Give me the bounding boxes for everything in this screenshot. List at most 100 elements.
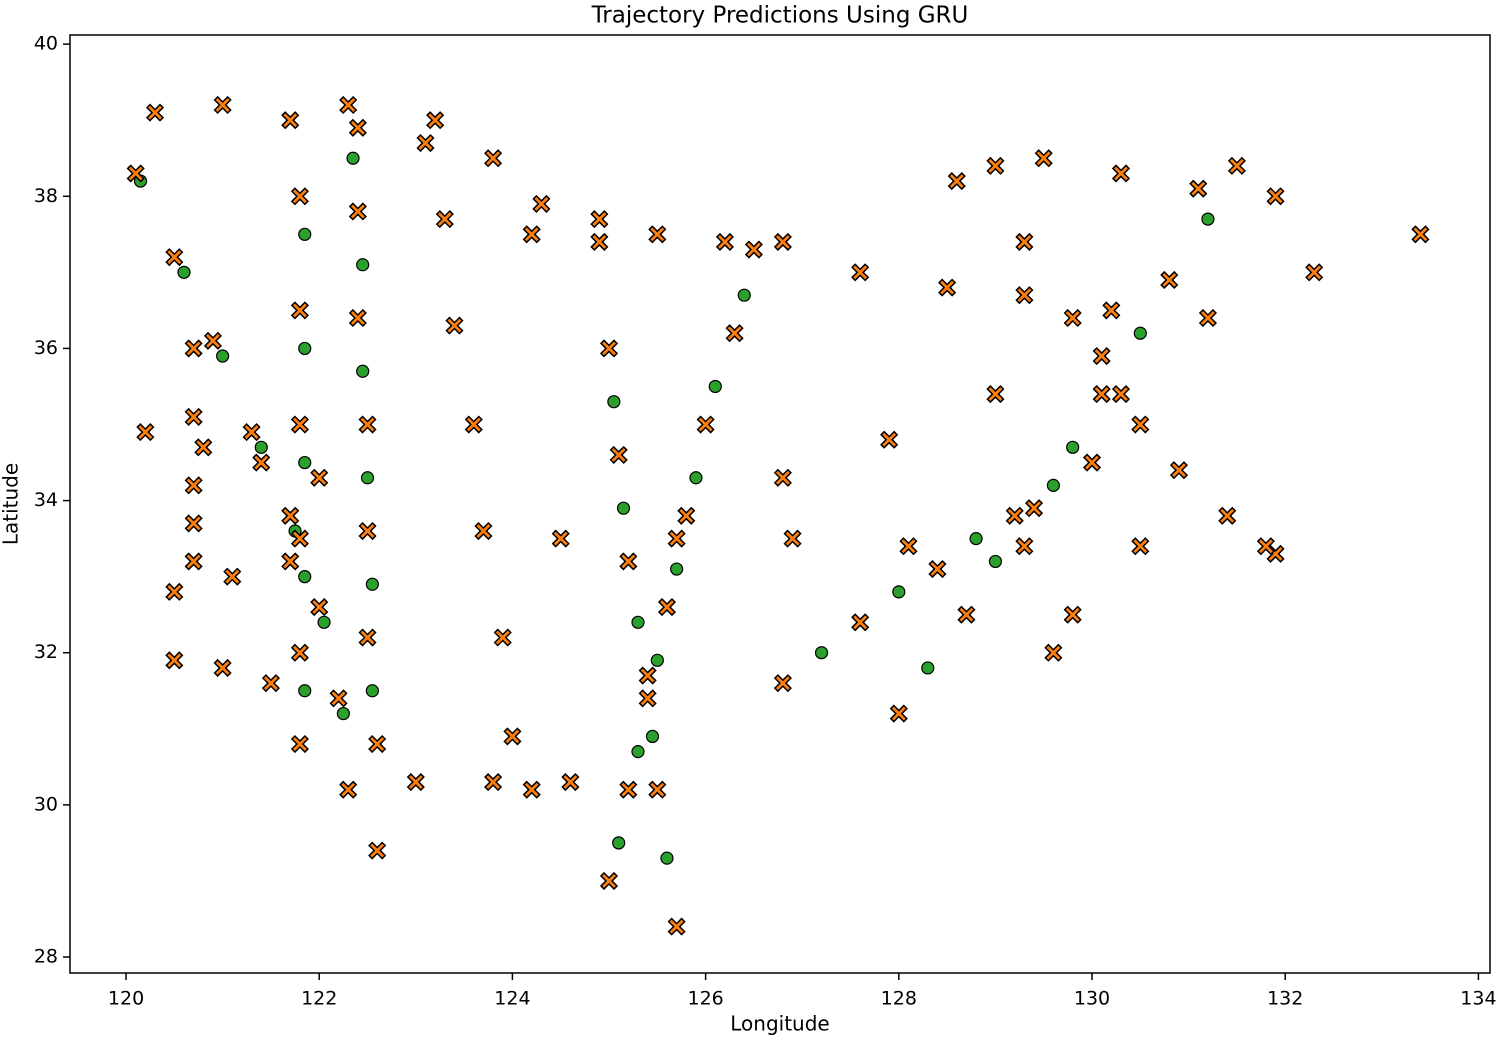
- actual-point: [631, 745, 645, 759]
- actual-point: [365, 577, 379, 591]
- actual-point: [988, 554, 1003, 569]
- predicted-point: [1063, 605, 1082, 624]
- predicted-point: [677, 506, 696, 525]
- predicted-point: [261, 674, 280, 693]
- predicted-point: [715, 232, 734, 251]
- predicted-point: [435, 210, 454, 229]
- actual-point: [645, 729, 660, 744]
- actual-point: [607, 395, 621, 409]
- actual-point: [298, 341, 312, 356]
- predicted-point: [522, 780, 541, 799]
- predicted-point: [1189, 179, 1208, 198]
- predicted-point: [1218, 506, 1237, 525]
- predicted-point: [1169, 461, 1189, 480]
- predicted-point: [773, 232, 792, 251]
- predicted-point: [1131, 537, 1150, 556]
- predicted-point: [851, 263, 870, 282]
- predicted-point: [1015, 537, 1034, 556]
- predicted-point: [590, 232, 609, 251]
- actual-point: [298, 684, 312, 698]
- predicted-point: [184, 514, 203, 533]
- predicted-point: [339, 95, 358, 115]
- actual-point: [298, 227, 312, 241]
- predicted-point: [464, 415, 483, 434]
- x-tick-label: 134: [1460, 988, 1496, 1010]
- actual-point: [660, 851, 674, 865]
- predicted-point: [329, 689, 348, 708]
- predicted-point: [1015, 286, 1034, 305]
- predicted-point: [938, 278, 957, 297]
- actual-point: [631, 615, 645, 629]
- predicted-point: [358, 628, 377, 647]
- predicted-point: [281, 506, 300, 525]
- predicted-point: [474, 521, 493, 541]
- predicted-point: [445, 316, 464, 335]
- x-tick-label: 128: [881, 988, 917, 1010]
- predicted-point: [648, 780, 667, 799]
- predicted-point: [184, 552, 203, 571]
- y-tick-label: 28: [34, 946, 58, 968]
- predicted-point: [290, 734, 309, 754]
- predicted-point: [1082, 453, 1102, 472]
- predicted-point: [1111, 164, 1131, 183]
- predicted-point: [657, 598, 677, 617]
- actual-point: [298, 570, 312, 584]
- y-axis-label: Latitude: [0, 463, 23, 545]
- predicted-point: [281, 552, 300, 571]
- predicted-point: [532, 194, 551, 213]
- predicted-point: [899, 537, 918, 556]
- predicted-point: [638, 689, 657, 708]
- actual-point: [650, 653, 664, 667]
- actual-point: [708, 379, 722, 394]
- predicted-point: [484, 772, 503, 792]
- axes-frame: [69, 34, 1491, 974]
- y-tick-label: 30: [34, 793, 58, 815]
- predicted-point: [203, 331, 223, 350]
- predicted-point: [928, 559, 947, 579]
- predicted-point: [1063, 308, 1082, 328]
- predicted-point: [1305, 263, 1324, 282]
- plot-area: [126, 95, 1430, 936]
- predicted-point: [165, 248, 184, 267]
- predicted-point: [648, 225, 667, 244]
- predicted-point: [561, 772, 580, 792]
- predicted-point: [1160, 270, 1179, 290]
- predicted-point: [184, 476, 203, 495]
- predicted-point: [947, 172, 966, 191]
- actual-point: [1066, 440, 1080, 454]
- predicted-point: [213, 658, 232, 678]
- predicted-point: [696, 415, 715, 434]
- predicted-point: [619, 780, 638, 799]
- predicted-point: [1102, 301, 1121, 320]
- predicted-point: [184, 339, 203, 358]
- actual-point: [689, 471, 703, 485]
- predicted-point: [290, 187, 309, 206]
- predicted-point: [290, 643, 309, 662]
- predicted-point: [145, 103, 165, 122]
- predicted-point: [368, 734, 387, 754]
- predicted-point: [426, 111, 445, 130]
- predicted-point: [165, 582, 184, 601]
- predicted-point: [1005, 506, 1024, 525]
- actual-point: [616, 501, 631, 515]
- x-tick-label: 122: [301, 988, 337, 1010]
- actual-point: [336, 706, 350, 721]
- predicted-point: [416, 133, 435, 153]
- predicted-point: [126, 164, 145, 183]
- x-axis-label: Longitude: [730, 1012, 829, 1036]
- predicted-point: [773, 674, 792, 693]
- x-tick-label: 124: [494, 988, 530, 1010]
- predicted-point: [348, 202, 367, 221]
- predicted-point: [880, 430, 899, 449]
- actual-point: [356, 364, 370, 378]
- y-tick-label: 34: [34, 489, 58, 511]
- y-tick-label: 40: [34, 33, 58, 55]
- predicted-point: [1256, 537, 1275, 556]
- predicted-point: [290, 529, 309, 548]
- predicted-point: [773, 468, 792, 487]
- predicted-point: [1092, 385, 1111, 404]
- predicted-point: [493, 628, 512, 647]
- predicted-point: [1111, 385, 1131, 404]
- predicted-point: [1024, 499, 1044, 518]
